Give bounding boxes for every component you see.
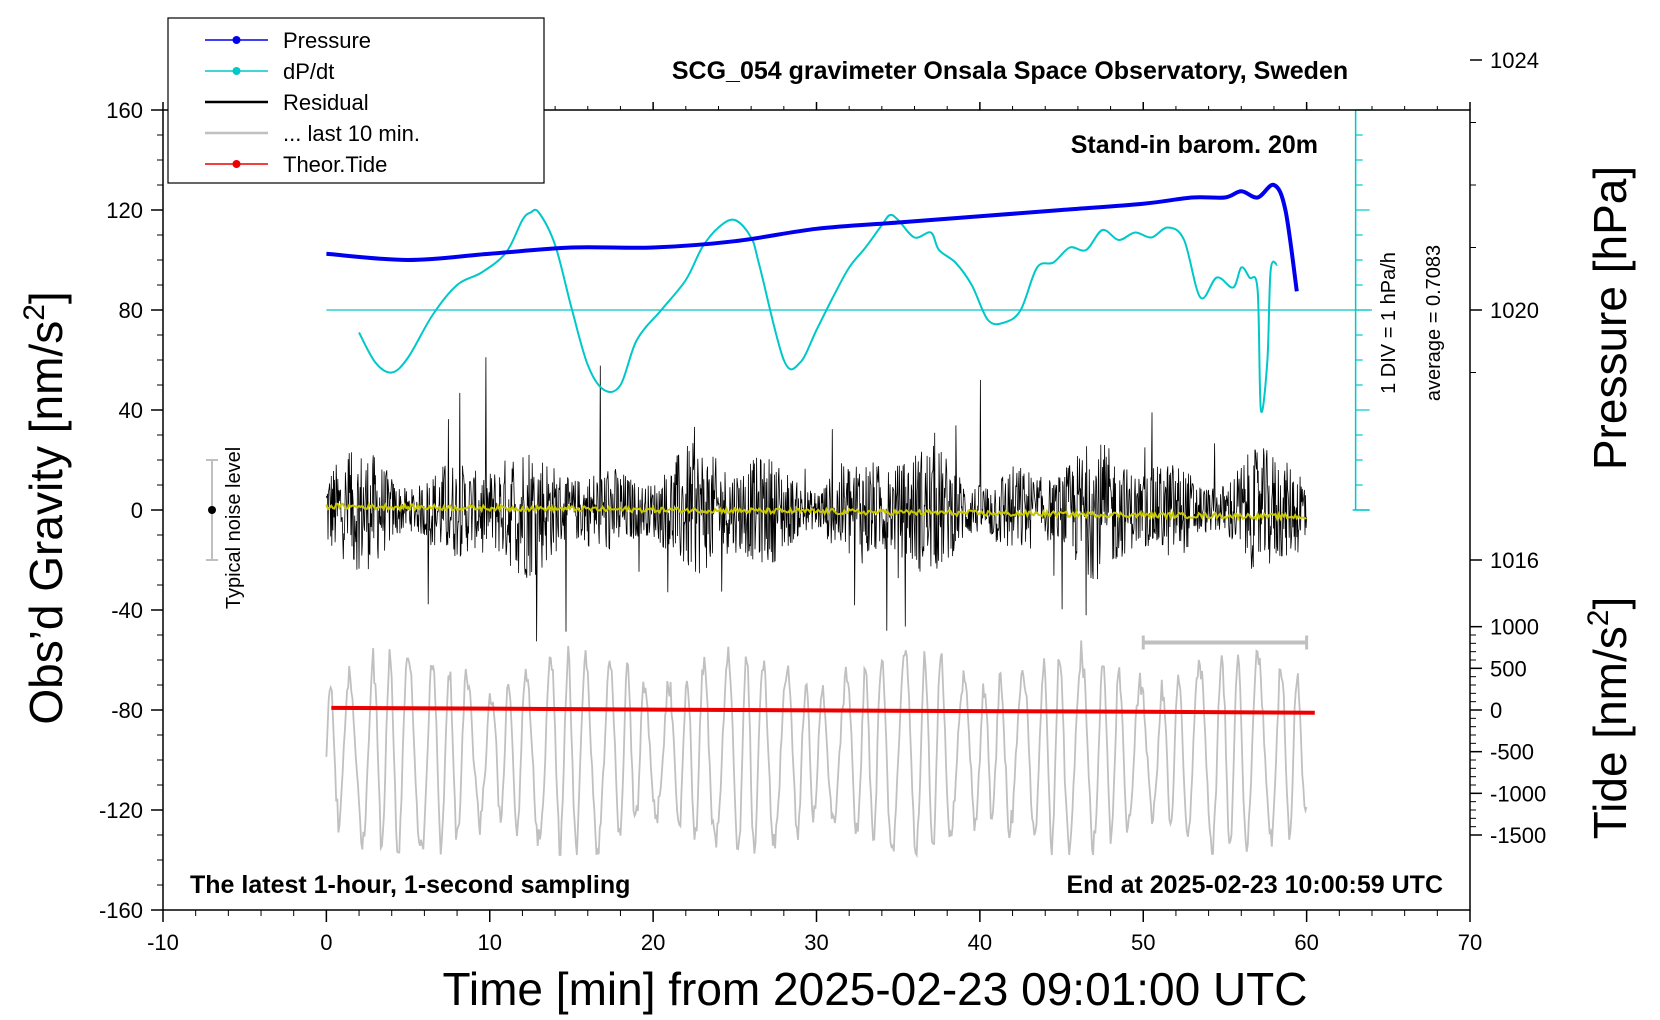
- y-tick-label: 160: [106, 98, 143, 123]
- x-tick-label: 40: [968, 930, 992, 955]
- x-axis-label: Time [min] from 2025-02-23 09:01:00 UTC: [443, 963, 1308, 1015]
- bottom-left-note: The latest 1-hour, 1-second sampling: [190, 871, 630, 899]
- x-tick-label: 10: [478, 930, 502, 955]
- legend: Pressure dP/dt Residual ... last 10 min. The…: [167, 17, 545, 184]
- y-axis-label-left: Obs’d Gravity [nm/s2]: [18, 291, 72, 724]
- x-tick-label: 0: [320, 930, 332, 955]
- legend-marker: [232, 67, 241, 75]
- tide-tick-label: 500: [1490, 656, 1527, 681]
- noise-bar-dot: [208, 506, 217, 514]
- average-label: average = 0.7083: [1423, 245, 1445, 401]
- pressure-line: [326, 182, 1299, 292]
- y-tick-label: -80: [111, 698, 143, 723]
- legend-label: ... last 10 min.: [283, 121, 420, 146]
- last-10-min-series: [325, 640, 1308, 859]
- noise-label: Typical noise level: [223, 447, 245, 609]
- bottom-right-note: End at 2025-02-23 10:00:59 UTC: [1066, 871, 1443, 899]
- x-tick-label: 70: [1458, 930, 1482, 955]
- tide-tick-label: -500: [1490, 740, 1534, 765]
- x-tick-label: -10: [147, 930, 179, 955]
- legend-label: Pressure: [283, 28, 371, 53]
- pressure-series: [326, 182, 1299, 292]
- pressure-tick-label: 1016: [1490, 548, 1539, 573]
- y-tick-label: 120: [106, 198, 143, 223]
- legend-box: [167, 17, 545, 184]
- legend-marker: [232, 36, 241, 44]
- x-tick-label: 60: [1294, 930, 1318, 955]
- pressure-tick-label: 1020: [1490, 298, 1539, 323]
- x-tick-label: 30: [804, 930, 828, 955]
- y-tick-label: 80: [119, 298, 143, 323]
- y-tick-label: -40: [111, 598, 143, 623]
- y-label-main: Obs’d Gravity [nm/s: [20, 321, 72, 725]
- smoothed-residual-series: [325, 501, 1307, 523]
- stand-in-label: Stand-in barom. 20m: [1071, 131, 1318, 159]
- residual-line: [326, 357, 1307, 642]
- y-label-close: ]: [20, 291, 72, 304]
- y-axis-label-pressure: Pressure [hPa]: [1584, 166, 1636, 470]
- y-tick-label: 0: [131, 498, 143, 523]
- chart-annotations: [206, 459, 1309, 650]
- legend-items: Pressure dP/dt Residual ... last 10 min. The…: [205, 28, 420, 177]
- tide-tick-label: -1500: [1490, 823, 1546, 848]
- tide-label-sup: 2: [1582, 610, 1615, 627]
- y-tick-label: -160: [99, 898, 143, 923]
- tide-label-close: ]: [1584, 597, 1636, 610]
- pressure-tick-label: 1024: [1490, 48, 1539, 73]
- y-tick-label: -120: [99, 798, 143, 823]
- residual-series: [326, 357, 1307, 642]
- y-axis-label-tide: Tide [nm/s2]: [1582, 597, 1636, 840]
- chart-title: SCG_054 gravimeter Onsala Space Observat…: [672, 57, 1348, 85]
- legend-label: Theor.Tide: [283, 152, 387, 177]
- tide-tick-label: -1000: [1490, 781, 1546, 806]
- theor-tide-line: [331, 705, 1315, 715]
- y-tick-label: 40: [119, 398, 143, 423]
- smoothed-residual-line: [325, 501, 1307, 523]
- legend-label: dP/dt: [283, 59, 334, 84]
- dpdt-line: [358, 208, 1279, 414]
- last-10-min-line: [325, 640, 1308, 859]
- y-label-sup: 2: [18, 304, 51, 321]
- tide-tick-label: 1000: [1490, 615, 1539, 640]
- legend-marker: [232, 160, 241, 168]
- theor-tide-series: [331, 705, 1315, 715]
- div-label: 1 DIV = 1 hPa/h: [1378, 252, 1400, 394]
- axes: -10 0 10 20 30 40 50 60 7016012080400-40-80-120-…: [99, 48, 1546, 955]
- x-tick-label: 20: [641, 930, 665, 955]
- legend-label: Residual: [283, 90, 369, 115]
- tide-tick-label: 0: [1490, 698, 1502, 723]
- tide-label-main: Tide [nm/s: [1584, 626, 1636, 839]
- x-tick-label: 50: [1131, 930, 1155, 955]
